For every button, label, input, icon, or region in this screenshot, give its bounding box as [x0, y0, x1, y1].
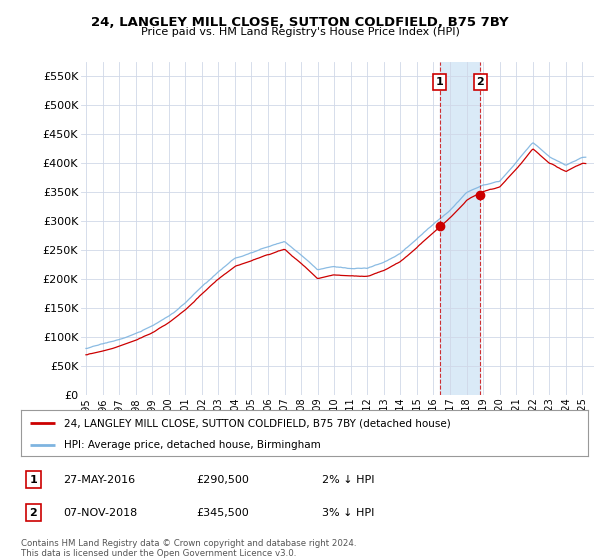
Text: 27-MAY-2016: 27-MAY-2016 [64, 475, 136, 484]
Text: 1: 1 [436, 77, 443, 87]
Text: 2: 2 [476, 77, 484, 87]
Bar [440, 62, 481, 395]
Text: 2% ↓ HPI: 2% ↓ HPI [322, 475, 374, 484]
Text: 1: 1 [29, 475, 37, 484]
Text: 07-NOV-2018: 07-NOV-2018 [64, 508, 138, 517]
Text: Price paid vs. HM Land Registry's House Price Index (HPI): Price paid vs. HM Land Registry's House … [140, 27, 460, 37]
Text: HPI: Average price, detached house, Birmingham: HPI: Average price, detached house, Birm… [64, 440, 320, 450]
Text: £290,500: £290,500 [197, 475, 250, 484]
Text: 24, LANGLEY MILL CLOSE, SUTTON COLDFIELD, B75 7BY: 24, LANGLEY MILL CLOSE, SUTTON COLDFIELD… [91, 16, 509, 29]
Text: 3% ↓ HPI: 3% ↓ HPI [322, 508, 374, 517]
Text: £345,500: £345,500 [197, 508, 250, 517]
Text: 2: 2 [29, 508, 37, 517]
Text: 24, LANGLEY MILL CLOSE, SUTTON COLDFIELD, B75 7BY (detached house): 24, LANGLEY MILL CLOSE, SUTTON COLDFIELD… [64, 418, 450, 428]
Text: Contains HM Land Registry data © Crown copyright and database right 2024.
This d: Contains HM Land Registry data © Crown c… [21, 539, 356, 558]
